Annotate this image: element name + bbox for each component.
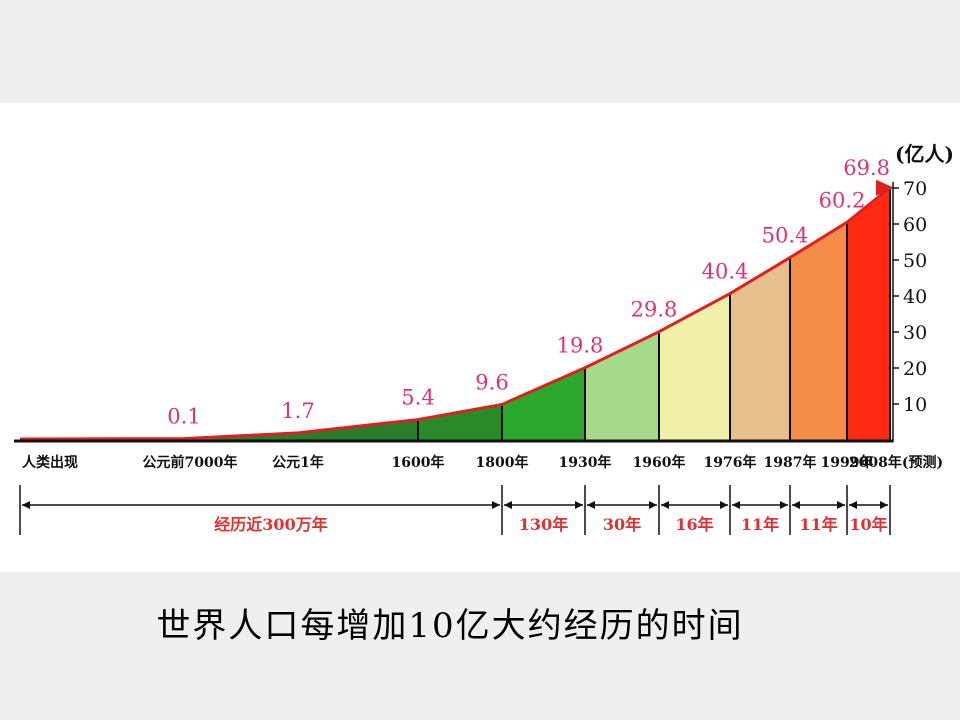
x-tick-label-6: 1960年 bbox=[633, 454, 686, 471]
value-label-3: 5.4 bbox=[401, 386, 434, 410]
y-tick-label-70: 70 bbox=[903, 178, 927, 200]
interval-label-5: 11年 bbox=[799, 515, 837, 534]
value-label-6: 29.8 bbox=[631, 298, 678, 322]
y-tick-label-60: 60 bbox=[903, 214, 927, 236]
interval-label-2: 30年 bbox=[603, 515, 641, 534]
interval-arrow-left-5 bbox=[792, 501, 800, 509]
area-band-3 bbox=[418, 405, 502, 440]
x-tick-label-1: 公元前7000年 bbox=[143, 454, 238, 471]
area-band-4 bbox=[502, 368, 585, 440]
chart-caption: 世界人口每增加10亿大约经历的时间 bbox=[156, 606, 744, 646]
y-tick-label-50: 50 bbox=[903, 250, 927, 272]
value-label-9: 60.2 bbox=[819, 188, 866, 212]
population-chart: 10 20 30 40 50 60 70 (亿人) 0.1 1.7 5.4 9.6 19.8 29.8 40… bbox=[14, 142, 954, 535]
value-label-8: 50.4 bbox=[762, 224, 809, 248]
interval-arrow-left-1 bbox=[504, 501, 512, 509]
interval-arrow-left-0 bbox=[22, 501, 30, 509]
value-label-4: 9.6 bbox=[475, 370, 508, 394]
x-tick-label-8: 1987年 bbox=[764, 454, 817, 471]
series-arrowhead bbox=[876, 179, 894, 196]
y-tick-label-10: 10 bbox=[903, 394, 927, 416]
interval-arrow-right-2 bbox=[649, 501, 657, 509]
value-label-1: 0.1 bbox=[167, 405, 200, 429]
interval-label-1: 130年 bbox=[519, 515, 568, 534]
interval-arrow-right-4 bbox=[780, 501, 788, 509]
y-tick-label-30: 30 bbox=[903, 322, 927, 344]
interval-label-4: 11年 bbox=[741, 515, 779, 534]
interval-label-0: 经历近300万年 bbox=[214, 515, 327, 534]
area-band-7 bbox=[730, 258, 790, 440]
interval-arrow-right-3 bbox=[720, 501, 728, 509]
area-band-8 bbox=[790, 223, 847, 440]
interval-arrow-left-2 bbox=[587, 501, 595, 509]
y-tick-label-40: 40 bbox=[903, 286, 927, 308]
series-line bbox=[19, 186, 891, 441]
interval-arrow-right-0 bbox=[492, 501, 500, 509]
interval-arrow-right-6 bbox=[880, 501, 888, 509]
value-label-10: 69.8 bbox=[843, 156, 890, 180]
x-tick-label-7: 1976年 bbox=[704, 454, 757, 471]
interval-label-6: 10年 bbox=[849, 515, 887, 534]
interval-arrow-right-1 bbox=[575, 501, 583, 509]
x-tick-label-2: 公元1年 bbox=[272, 454, 324, 471]
y-unit-label: (亿人) bbox=[895, 142, 954, 166]
interval-arrow-left-6 bbox=[849, 501, 857, 509]
interval-arrow-right-5 bbox=[837, 501, 845, 509]
y-tick-label-20: 20 bbox=[903, 358, 927, 380]
area-band-6 bbox=[659, 294, 730, 440]
chart-figure: 10 20 30 40 50 60 70 (亿人) 0.1 1.7 5.4 9.6 19.8 29.8 40… bbox=[0, 103, 960, 572]
x-tick-label-4: 1800年 bbox=[476, 454, 529, 471]
value-label-2: 1.7 bbox=[281, 399, 314, 423]
value-label-5: 19.8 bbox=[557, 334, 604, 358]
area-band-5 bbox=[585, 332, 659, 440]
x-tick-label-9: 1999年 bbox=[821, 454, 874, 471]
area-band-early bbox=[184, 420, 418, 440]
value-label-7: 40.4 bbox=[702, 260, 749, 284]
area-band-9 bbox=[847, 188, 890, 440]
x-tick-label-10: 2008年(预测) bbox=[849, 454, 943, 471]
x-tick-label-5: 1930年 bbox=[559, 454, 612, 471]
interval-arrow-left-4 bbox=[732, 501, 740, 509]
x-tick-label-3: 1600年 bbox=[392, 454, 445, 471]
interval-label-3: 16年 bbox=[675, 515, 713, 534]
x-tick-label-0: 人类出现 bbox=[22, 454, 78, 471]
interval-arrow-left-3 bbox=[661, 501, 669, 509]
